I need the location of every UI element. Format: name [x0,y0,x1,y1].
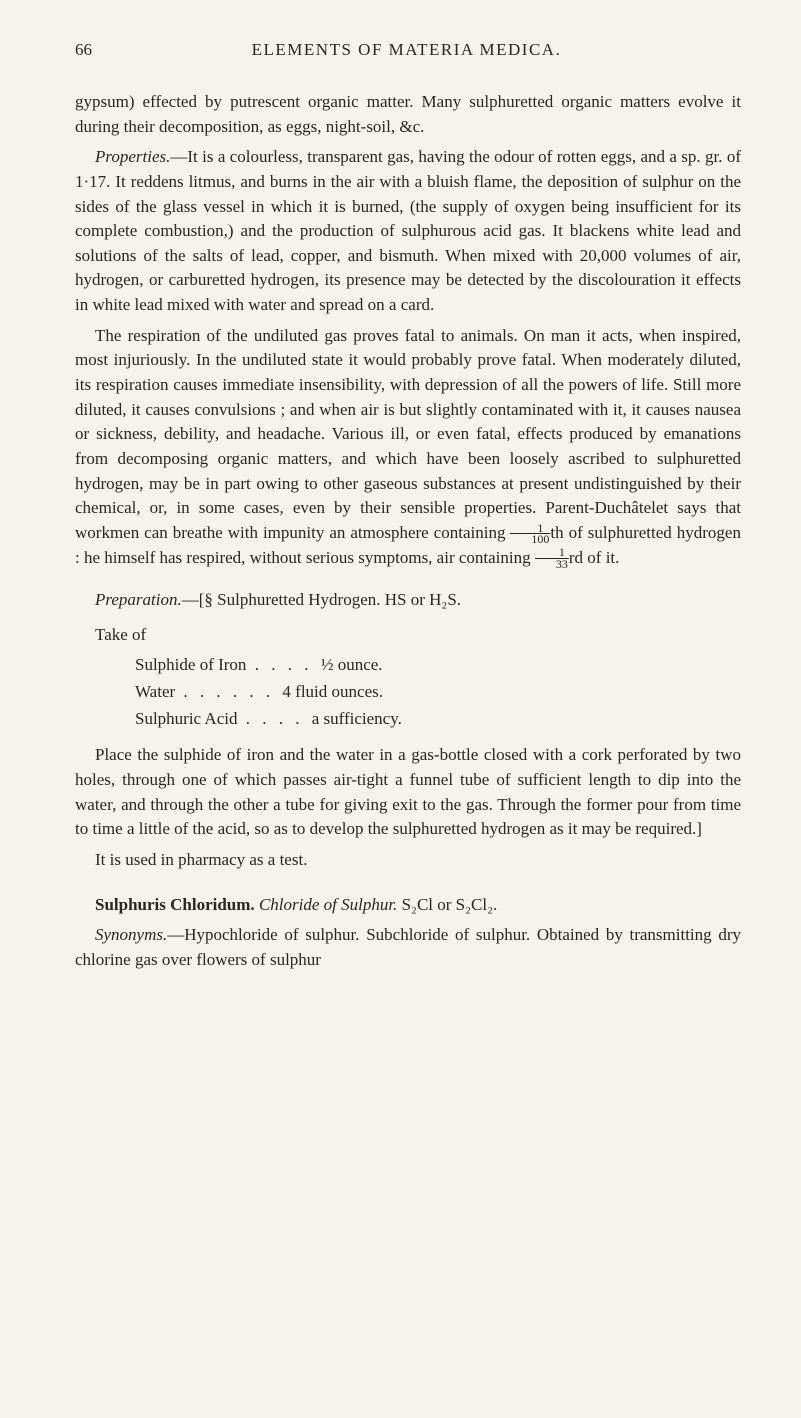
synonyms-text: —Hypochloride of sulphur. Subchloride of… [75,925,741,969]
subhead-formula: S₂Cl or S₂Cl₂. [397,895,497,914]
ingredient-1: Sulphide of Iron . . . . ½ ounce. [135,653,741,678]
subheading-sulphuris: Sulphuris Chloridum. Chloride of Sulphur… [75,893,741,918]
fraction-1-100: 1100 [510,523,550,546]
para3-a: The respiration of the undiluted gas pro… [75,326,741,542]
paragraph-synonyms: Synonyms.—Hypochloride of sulphur. Subch… [75,923,741,972]
subhead-italic: Chloride of Sulphur. [255,895,398,914]
paragraph-5: It is used in pharmacy as a test. [75,848,741,873]
ingredients-list: Sulphide of Iron . . . . ½ ounce. Water … [135,653,741,731]
ingredient-2: Water . . . . . . 4 fluid ounces. [135,680,741,705]
ingredient-3: Sulphuric Acid . . . . a sufficiency. [135,707,741,732]
subhead-bold: Sulphuris Chloridum. [95,895,255,914]
properties-label: Properties. [95,147,170,166]
synonyms-label: Synonyms. [95,925,167,944]
preparation-heading: Preparation.—[§ Sulphuretted Hydrogen. H… [75,588,741,613]
paragraph-1: gypsum) effected by putrescent organic m… [75,90,741,139]
fraction-1-33: 133 [535,547,569,570]
paragraph-3: The respiration of the undiluted gas pro… [75,324,741,570]
chapter-title: ELEMENTS OF MATERIA MEDICA. [72,40,741,60]
preparation-text: —[§ Sulphuretted Hydrogen. HS or H₂S. [182,590,461,609]
preparation-label: Preparation. [95,590,182,609]
paragraph-4: Place the sulphide of iron and the water… [75,743,741,842]
take-of: Take of [95,623,741,648]
para3-c: rd of it. [569,548,620,567]
properties-text: —It is a colourless, transparent gas, ha… [75,147,741,314]
paragraph-properties: Properties.—It is a colourless, transpar… [75,145,741,317]
